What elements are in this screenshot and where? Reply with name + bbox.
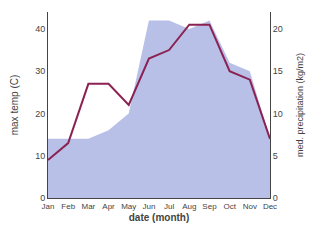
- svg-text:40: 40: [35, 24, 45, 34]
- svg-text:date (month): date (month): [129, 212, 190, 223]
- svg-text:0: 0: [40, 193, 45, 203]
- svg-text:20: 20: [273, 24, 283, 34]
- svg-text:Apr: Apr: [102, 202, 115, 211]
- svg-text:May: May: [121, 202, 136, 211]
- svg-text:5: 5: [273, 151, 278, 161]
- svg-text:Nov: Nov: [243, 202, 257, 211]
- svg-text:Aug: Aug: [182, 202, 196, 211]
- svg-text:20: 20: [35, 109, 45, 119]
- svg-text:Mar: Mar: [81, 202, 95, 211]
- svg-text:30: 30: [35, 66, 45, 76]
- svg-text:Dec: Dec: [263, 202, 277, 211]
- svg-text:10: 10: [273, 109, 283, 119]
- svg-text:Jun: Jun: [142, 202, 155, 211]
- svg-text:15: 15: [273, 66, 283, 76]
- svg-text:Jan: Jan: [42, 202, 55, 211]
- svg-text:Sep: Sep: [202, 202, 217, 211]
- svg-text:med. precipitation (kg/m2): med. precipitation (kg/m2): [295, 53, 305, 157]
- svg-text:Jul: Jul: [164, 202, 174, 211]
- svg-text:max temp (C): max temp (C): [9, 75, 20, 136]
- svg-text:10: 10: [35, 151, 45, 161]
- svg-text:Feb: Feb: [61, 202, 75, 211]
- svg-text:Oct: Oct: [223, 202, 236, 211]
- svg-text:0: 0: [273, 193, 278, 203]
